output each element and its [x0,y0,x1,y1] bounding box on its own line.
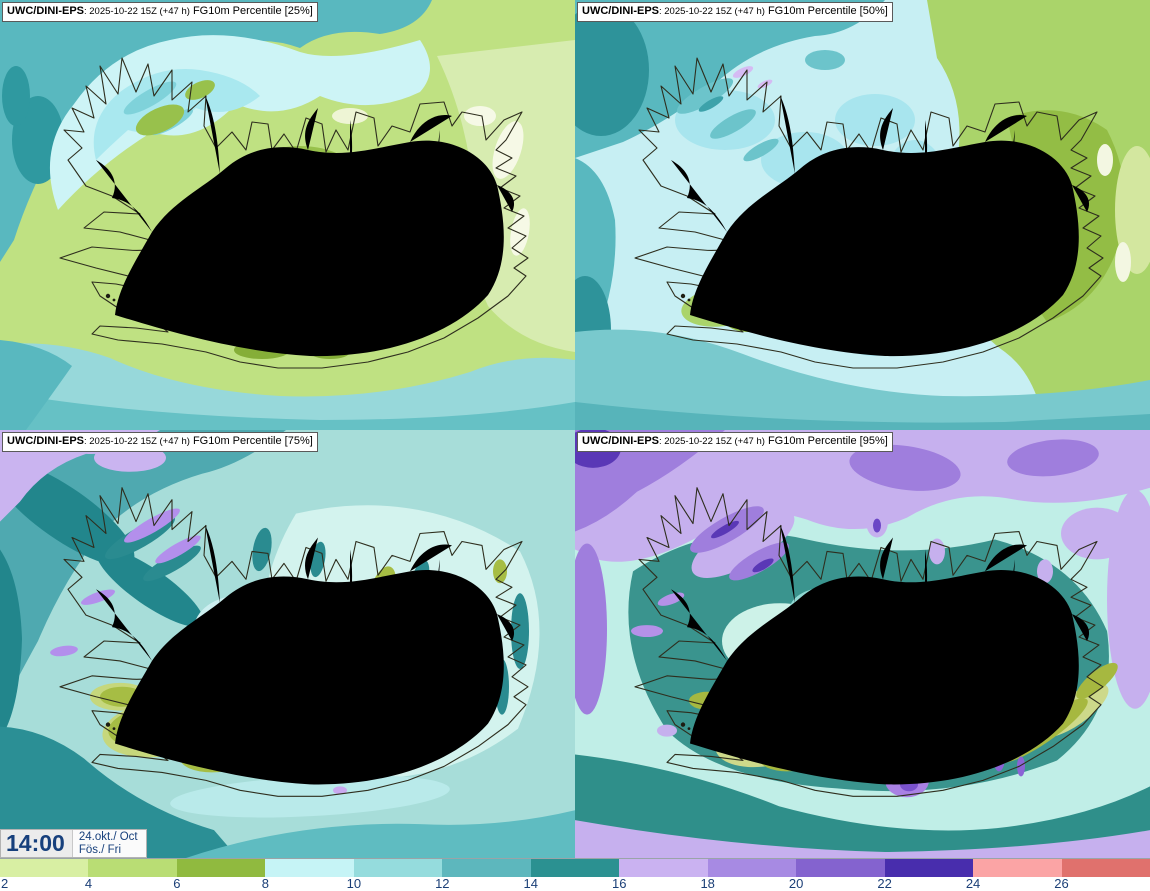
map-25-image [0,0,575,430]
colorbar-tick-label: 2 [1,876,9,891]
run-info: : 2025-10-22 15Z (+47 h) [84,6,190,17]
colorbar-segment [0,859,89,877]
map-panel-50: UWC/DINI-EPS: 2025-10-22 15Z (+47 h) FG1… [575,0,1150,430]
map-panel-95: UWC/DINI-EPS: 2025-10-22 15Z (+47 h) FG1… [575,430,1150,858]
map-95-image [575,430,1150,858]
valid-time-box: 14:00 24.okt./ Oct Fös./ Fri [0,829,147,858]
colorbar-tick-label: 4 [84,876,93,891]
valid-time: 14:00 [1,830,72,857]
map-panel-75: UWC/DINI-EPS: 2025-10-22 15Z (+47 h) FG1… [0,430,575,858]
colorbar-segment [353,859,443,877]
valid-date: 24.okt./ Oct Fös./ Fri [71,830,146,857]
valid-date-line2: Fös./ Fri [78,844,121,856]
field-name: FG10m Percentile [95%] [767,435,888,447]
run-info: : 2025-10-22 15Z (+47 h) [659,6,765,17]
model-name: UWC/DINI-EPS [7,5,84,17]
colorbar-segment [530,859,620,877]
colorbar-tick-label: 26 [1054,876,1069,891]
colorbar [0,858,1150,877]
colorbar-tick-label: 14 [523,876,538,891]
colorbar-segment [796,859,885,877]
colorbar-tick-label: 16 [611,876,627,891]
colorbar-segment [88,859,177,877]
panel-title-25: UWC/DINI-EPS: 2025-10-22 15Z (+47 h) FG1… [2,2,318,22]
colorbar-tick-label: 10 [346,876,362,891]
colorbar-tick-label: 6 [173,876,181,891]
colorbar-segment [619,859,708,877]
panel-title-75: UWC/DINI-EPS: 2025-10-22 15Z (+47 h) FG1… [2,432,318,452]
colorbar-tick-label: 24 [965,876,981,891]
model-name: UWC/DINI-EPS [582,5,659,17]
panel-title-50: UWC/DINI-EPS: 2025-10-22 15Z (+47 h) FG1… [577,2,893,22]
colorbar-tick-label: 12 [435,876,450,891]
colorbar-segment [1061,859,1150,877]
colorbar-tick-label: 8 [261,876,269,891]
run-info: : 2025-10-22 15Z (+47 h) [659,436,765,447]
colorbar-tick-label: 20 [788,876,804,891]
map-75-image [0,430,575,858]
field-name: FG10m Percentile [50%] [767,5,888,17]
map-50-image [575,0,1150,430]
colorbar-segment [707,859,797,877]
colorbar-segment [265,859,354,877]
colorbar-segment [442,859,531,877]
valid-date-line1: 24.okt./ Oct [78,831,138,843]
colorbar-segment [176,859,266,877]
panel-title-95: UWC/DINI-EPS: 2025-10-22 15Z (+47 h) FG1… [577,432,893,452]
run-info: : 2025-10-22 15Z (+47 h) [84,436,190,447]
colorbar-segment [973,859,1062,877]
map-panel-25: UWC/DINI-EPS: 2025-10-22 15Z (+47 h) FG1… [0,0,575,430]
field-name: FG10m Percentile [25%] [192,5,313,17]
model-name: UWC/DINI-EPS [582,435,659,447]
colorbar-tick-label: 22 [877,876,892,891]
colorbar-ticks: 2 4 6 8 10 12 14 16 18 20 22 24 26 [0,877,1150,891]
field-name: FG10m Percentile [75%] [192,435,313,447]
colorbar-tick-label: 18 [700,876,715,891]
colorbar-segment [884,859,974,877]
model-name: UWC/DINI-EPS [7,435,84,447]
